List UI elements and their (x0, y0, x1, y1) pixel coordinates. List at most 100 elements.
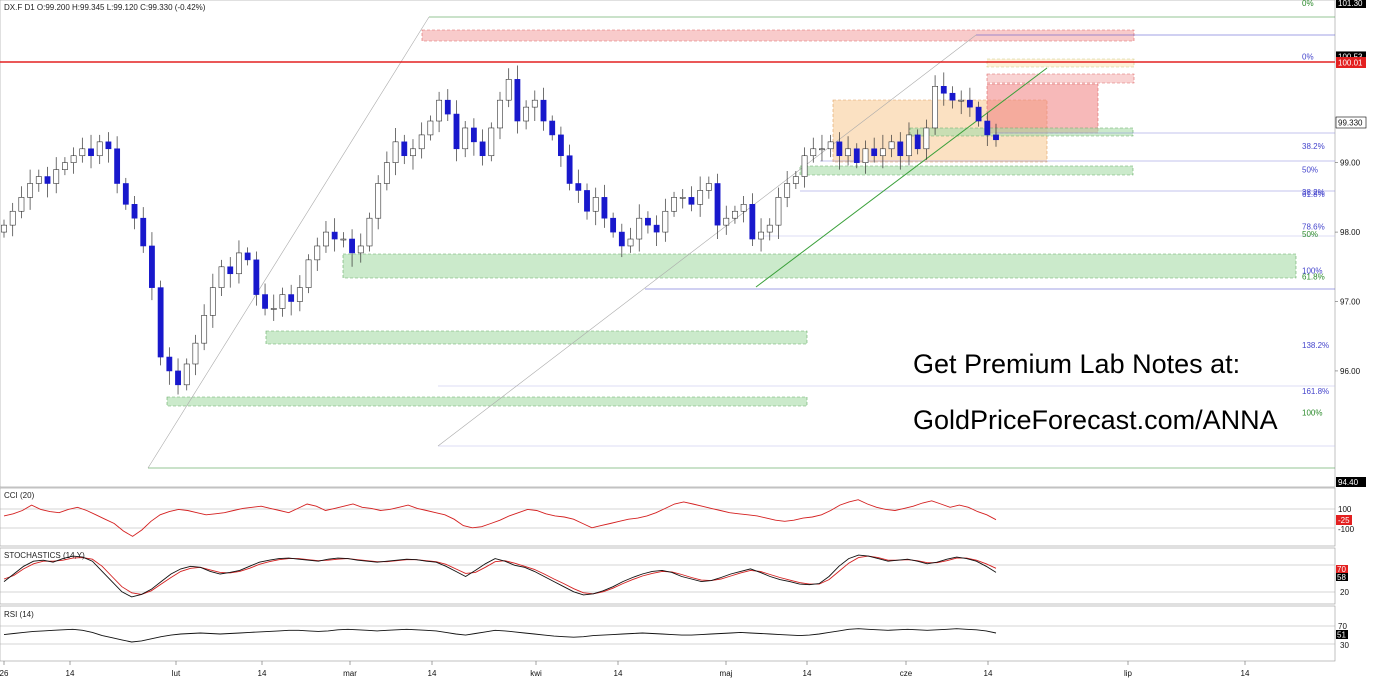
candle-body (305, 259, 312, 288)
stoch-value-label-2: 58 (1337, 573, 1346, 582)
candle-body (192, 342, 199, 365)
candle-body (514, 79, 521, 122)
candle-body (105, 141, 112, 150)
candle-body (62, 162, 68, 170)
candle-body (331, 231, 338, 240)
candle-body (932, 86, 938, 129)
candle-body (166, 356, 173, 372)
candle-body (871, 148, 878, 157)
x-tick-label: 14 (258, 669, 267, 678)
stochastics-panel (0, 547, 1336, 605)
candle-body (497, 99, 503, 129)
candle-body (705, 183, 712, 191)
candle-body (209, 287, 216, 316)
candle-body (436, 99, 442, 122)
candle-body (975, 106, 982, 122)
candle-body (766, 224, 773, 233)
candle-body (96, 141, 103, 157)
candle-body (9, 210, 16, 226)
candle-body (114, 148, 121, 184)
candle-body (966, 99, 973, 108)
stoch-k-line (3, 554, 997, 598)
candle-body (819, 148, 825, 151)
candle-body (131, 204, 138, 219)
stoch-value-tag-1 (1336, 565, 1348, 573)
x-axis: 26 14 lut 14 mar 14 kwi 14 maj 14 cze 14 lip 14 (0, 661, 1250, 678)
candle-body (627, 238, 634, 247)
candle-body (410, 148, 416, 157)
candle-body (540, 99, 547, 122)
candle-body (340, 238, 347, 241)
candle-body (488, 127, 495, 157)
candle-body (392, 141, 399, 163)
small-red-zone (986, 73, 1135, 84)
candle-body (531, 99, 538, 108)
candle-body (618, 231, 625, 247)
x-tick-label: lut (172, 669, 181, 678)
small-orange-zone (986, 58, 1135, 68)
candles (1, 65, 999, 395)
candle-body (827, 141, 834, 150)
green-zone-5 (166, 396, 808, 407)
candle-body (801, 155, 808, 177)
candle-body (201, 315, 208, 344)
candle-body (958, 99, 965, 102)
candle-body (810, 148, 817, 157)
candle-body (784, 183, 791, 198)
candle-body (558, 134, 564, 157)
candle-body (453, 113, 460, 150)
cci-value-tag (1336, 515, 1352, 525)
candle-body (366, 217, 373, 247)
candle-body (688, 197, 695, 205)
trend-line-grey (147, 16, 430, 469)
trend-lines (147, 16, 1048, 469)
fib-label: 50% (1302, 166, 1318, 175)
candle-body (888, 141, 895, 150)
fib-label: 61.8% (1302, 190, 1325, 199)
candle-body (79, 148, 86, 157)
fib-label: 0% (1302, 0, 1314, 8)
green-zone-2 (799, 165, 1134, 176)
trend-line-grey-2 (437, 34, 977, 447)
candle-body (314, 245, 321, 261)
candle-body (592, 197, 599, 212)
green-zone-1 (909, 127, 1134, 137)
stoch-level-20: 20 (1340, 588, 1349, 597)
resistance-tag-label: 100.01 (1338, 59, 1363, 68)
candle-body (723, 217, 730, 226)
candle-body (27, 183, 34, 198)
rsi-label: RSI (14) (4, 610, 34, 619)
stoch-value-label-1: 70 (1337, 565, 1346, 574)
candle-body (227, 266, 234, 275)
candle-body (601, 197, 608, 219)
candle-body (88, 148, 94, 157)
candle-body (923, 127, 930, 150)
candle-body (35, 176, 42, 184)
x-tick-label: kwi (530, 669, 542, 678)
rsi-line (3, 628, 997, 643)
candle-body (401, 141, 408, 157)
cci-label: CCI (20) (4, 491, 35, 500)
candle-body (584, 190, 590, 212)
candle-body (70, 155, 77, 163)
rsi-level-30: 30 (1340, 641, 1349, 650)
cci-line (3, 499, 997, 537)
x-tick-label: 14 (66, 669, 75, 678)
candle-body (906, 134, 912, 157)
candle-body (383, 162, 390, 184)
fib-label: 50% (1302, 230, 1318, 239)
candle-body (288, 294, 295, 302)
resistance-zone-top (421, 29, 1135, 42)
green-zone-3 (342, 253, 1297, 279)
y-tick-label: 101.30 (1338, 0, 1363, 8)
y-tick-label: 100.53 (1338, 52, 1363, 61)
candle-body (1, 224, 7, 233)
last-price-tag (1335, 116, 1367, 129)
candle-body (427, 120, 434, 136)
candle-body (183, 363, 190, 386)
x-tick-label: 14 (984, 669, 993, 678)
x-tick-label: cze (900, 669, 913, 678)
y-tick-label: 97.00 (1340, 298, 1361, 307)
y-tick-label: 98.00 (1340, 228, 1361, 237)
